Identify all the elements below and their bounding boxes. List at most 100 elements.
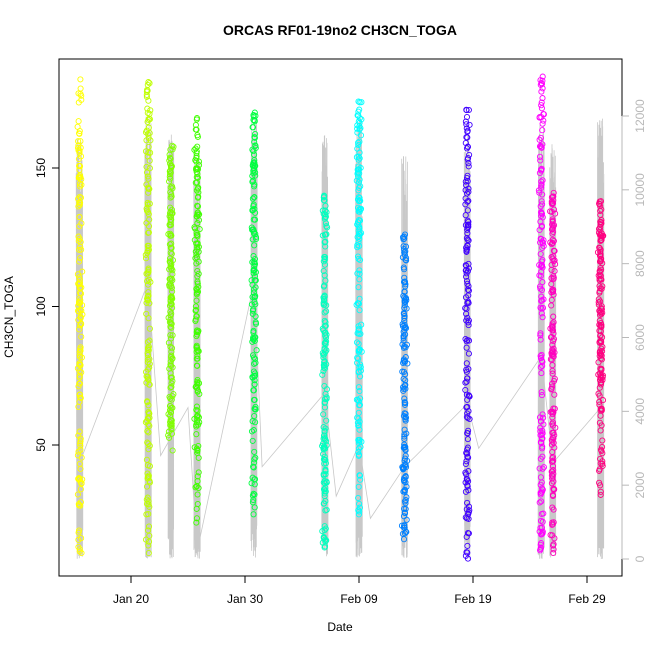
data-point (145, 446, 152, 453)
data-point (355, 239, 362, 246)
data-point (538, 88, 545, 95)
data-point (354, 354, 361, 361)
data-point (597, 460, 604, 467)
data-point (76, 166, 83, 173)
data-point (252, 142, 259, 149)
data-point (249, 172, 256, 180)
data-point (167, 219, 174, 226)
data-point (463, 338, 470, 345)
data-point (400, 375, 407, 382)
data-point (598, 406, 605, 413)
data-point (463, 277, 471, 285)
data-point (462, 212, 469, 219)
data-point (463, 317, 470, 324)
data-point (538, 392, 546, 399)
data-point (143, 181, 150, 188)
data-point (194, 174, 201, 181)
data-point (193, 403, 200, 410)
data-point (144, 130, 151, 138)
data-point (76, 279, 84, 286)
data-point (194, 194, 202, 201)
data-point (597, 365, 604, 372)
data-point (75, 543, 82, 551)
data-point (597, 211, 604, 218)
data-point (356, 472, 364, 479)
data-point (356, 197, 363, 204)
data-point (399, 341, 406, 348)
data-point (538, 370, 545, 377)
data-point (249, 207, 256, 214)
data-point (252, 277, 259, 284)
data-point (320, 471, 327, 478)
data-point (549, 429, 556, 436)
data-point (355, 166, 362, 173)
data-point (537, 157, 544, 164)
data-point (464, 549, 471, 556)
data-point (357, 132, 365, 139)
data-point (75, 203, 82, 210)
data-point (249, 307, 256, 314)
data-point (322, 238, 329, 245)
data-point (462, 488, 469, 495)
data-point (194, 165, 201, 172)
data-point (595, 299, 602, 306)
data-point (251, 242, 258, 249)
data-point (77, 394, 84, 402)
data-point (321, 193, 328, 200)
flight-series-5 (319, 192, 331, 551)
data-point (143, 163, 150, 170)
data-point (195, 380, 203, 387)
data-point (465, 292, 472, 299)
data-point (539, 244, 546, 251)
data-point (167, 384, 174, 391)
data-point (355, 98, 362, 105)
data-point (193, 297, 200, 304)
data-point (193, 313, 200, 320)
data-point (357, 476, 364, 483)
data-point (250, 160, 257, 167)
data-point (76, 380, 83, 387)
data-point (537, 332, 544, 339)
data-point (462, 460, 469, 468)
data-point (146, 325, 153, 332)
data-point (249, 226, 256, 233)
data-point (401, 235, 408, 242)
data-point (166, 241, 173, 248)
data-point (464, 453, 471, 460)
data-point (249, 499, 256, 506)
data-point (321, 527, 328, 534)
flight-series-0 (74, 76, 86, 557)
data-point (464, 436, 471, 443)
data-point (194, 132, 201, 139)
data-point (355, 284, 362, 291)
data-point (547, 334, 555, 341)
data-point (548, 472, 555, 479)
data-point (168, 232, 175, 239)
data-point (143, 456, 150, 463)
data-point (145, 408, 152, 416)
data-point (402, 283, 409, 290)
data-point (539, 304, 547, 311)
data-point (538, 268, 545, 275)
data-point (320, 354, 327, 361)
data-point (463, 378, 470, 385)
data-point (463, 262, 470, 269)
data-point (168, 162, 175, 169)
data-point (194, 491, 201, 498)
data-point (167, 343, 174, 350)
data-point (251, 396, 258, 403)
data-point (403, 305, 410, 312)
data-point (464, 178, 471, 185)
data-point (144, 352, 151, 359)
data-point (250, 148, 257, 155)
data-point (143, 483, 151, 490)
data-point (550, 193, 557, 200)
data-point (193, 348, 200, 355)
data-point (320, 267, 327, 275)
data-point (402, 381, 409, 388)
data-point (402, 497, 409, 504)
data-point (250, 354, 257, 361)
flight-series-8 (462, 106, 473, 562)
data-point (167, 258, 174, 265)
data-point (194, 143, 201, 150)
